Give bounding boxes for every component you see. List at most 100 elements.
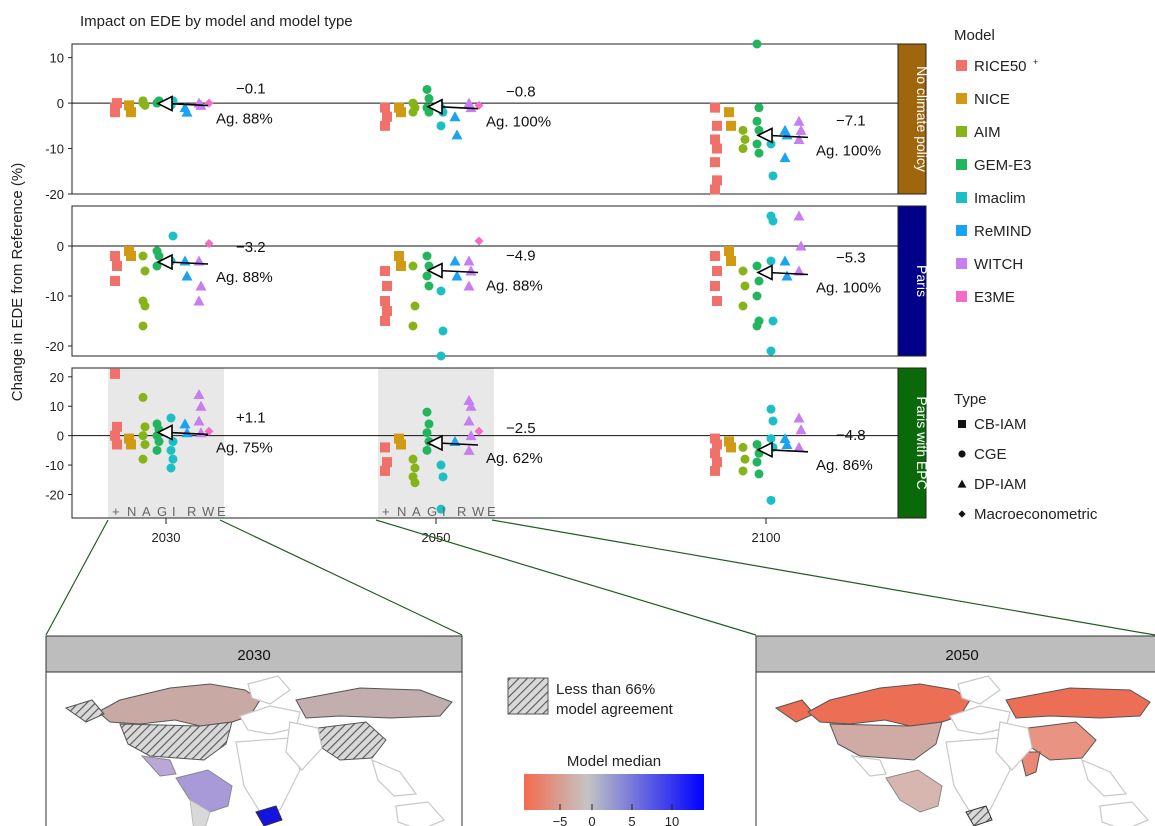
colorbar-tick-label: −5 bbox=[553, 814, 568, 826]
data-point-rice50 bbox=[380, 102, 390, 113]
model-letter: N bbox=[127, 504, 136, 519]
data-point-gem-e3 bbox=[752, 321, 762, 331]
agreement-label: Ag. 62% bbox=[486, 450, 543, 467]
data-point-imaclim bbox=[168, 454, 178, 464]
data-point-gem-e3 bbox=[754, 148, 764, 158]
data-point-imaclim bbox=[766, 256, 776, 266]
median-label: −0.8 bbox=[506, 84, 536, 101]
data-point-rice50 bbox=[380, 266, 390, 276]
data-point-witch bbox=[463, 255, 475, 266]
panel-strip bbox=[897, 367, 927, 519]
data-point-witch bbox=[465, 265, 477, 276]
colorbar-title: Model median bbox=[567, 753, 661, 770]
legend-swatch-remind bbox=[956, 225, 967, 236]
data-point-imaclim bbox=[166, 445, 176, 455]
data-point-imaclim bbox=[436, 351, 446, 361]
legend-swatch-e3me bbox=[956, 291, 967, 302]
data-point-nice bbox=[126, 107, 136, 118]
data-point-gem-e3 bbox=[422, 271, 432, 281]
data-point-remind bbox=[179, 418, 191, 429]
y-tick-label: 10 bbox=[50, 399, 64, 414]
lower-section: 2030 bbox=[45, 519, 1155, 826]
data-point-gem-e3 bbox=[422, 445, 432, 455]
data-point-nice bbox=[726, 120, 736, 131]
data-point-witch bbox=[793, 133, 805, 144]
hatch-legend-line1: Less than 66% bbox=[556, 681, 655, 698]
model-letter: W bbox=[472, 504, 485, 519]
legend-type-label: CB-IAM bbox=[974, 416, 1027, 433]
map-region-brazil bbox=[885, 769, 943, 813]
legend-model-label: RICE50 bbox=[974, 58, 1027, 75]
data-point-rice50 bbox=[380, 296, 390, 306]
colorbar-gradient bbox=[524, 774, 704, 810]
data-point-witch bbox=[195, 280, 207, 291]
world-map-2030 bbox=[64, 675, 453, 826]
legend-swatch-rice50 bbox=[956, 60, 967, 71]
median-arrow-head bbox=[156, 95, 173, 112]
data-point-e3me bbox=[474, 100, 484, 110]
x-tick-label: 2030 bbox=[152, 530, 181, 545]
legend-model-label: NICE bbox=[974, 91, 1010, 108]
y-tick-label: 20 bbox=[50, 370, 64, 385]
data-point-gem-e3 bbox=[154, 251, 164, 261]
data-point-aim bbox=[738, 466, 748, 476]
data-point-nice bbox=[394, 251, 404, 261]
data-point-witch bbox=[795, 424, 807, 435]
legend-model-sup: + bbox=[1033, 57, 1038, 67]
data-point-nice bbox=[726, 442, 736, 453]
data-point-gem-e3 bbox=[752, 261, 762, 271]
median-arrow-head bbox=[156, 424, 173, 441]
data-point-aim bbox=[138, 321, 148, 331]
data-point-aim bbox=[140, 439, 150, 449]
model-letter: N bbox=[397, 504, 406, 519]
legend-type-label: Macroeconometric bbox=[974, 506, 1098, 523]
figure-title: Impact on EDE by model and model type bbox=[80, 13, 353, 30]
model-letter: R bbox=[457, 504, 466, 519]
data-point-aim bbox=[408, 454, 418, 464]
legend-model-label: GEM-E3 bbox=[974, 157, 1032, 174]
median-arrow-line bbox=[767, 134, 809, 139]
data-point-aim bbox=[138, 392, 148, 402]
data-point-imaclim bbox=[438, 472, 448, 482]
map-region-usa bbox=[119, 721, 233, 761]
x-tick-label: 2050 bbox=[422, 530, 451, 545]
median-label: −4.8 bbox=[836, 427, 866, 444]
legend-type-marker bbox=[958, 510, 966, 518]
map-region-mexico bbox=[140, 755, 177, 777]
legend-swatch-witch bbox=[956, 258, 967, 269]
data-point-witch bbox=[195, 400, 207, 411]
data-point-rice50 bbox=[380, 120, 390, 131]
panel-frame bbox=[71, 205, 899, 357]
data-point-rice50 bbox=[710, 448, 720, 459]
map-region-russia bbox=[1005, 687, 1151, 719]
y-tick-label: -10 bbox=[45, 458, 64, 473]
data-point-e3me bbox=[474, 426, 484, 436]
data-point-nice bbox=[724, 246, 734, 256]
data-point-rice50 bbox=[710, 184, 720, 195]
map-region-se-asia bbox=[1081, 758, 1128, 797]
data-point-aim bbox=[738, 144, 748, 154]
panel-strip-label: Paris bbox=[914, 265, 930, 297]
data-point-rice50 bbox=[710, 157, 720, 168]
median-arrow-head bbox=[756, 264, 773, 281]
data-point-imaclim bbox=[436, 460, 446, 470]
data-point-aim bbox=[740, 134, 750, 144]
data-point-aim bbox=[138, 431, 148, 441]
x-tick-label: 2100 bbox=[752, 530, 781, 545]
data-point-rice50 bbox=[712, 175, 722, 186]
legend-type-label: DP-IAM bbox=[974, 476, 1027, 493]
data-point-gem-e3 bbox=[752, 291, 762, 301]
median-arrow-line bbox=[767, 271, 809, 276]
data-point-imaclim bbox=[766, 495, 776, 505]
data-point-imaclim bbox=[166, 413, 176, 423]
median-arrow-line bbox=[437, 269, 479, 274]
data-point-rice50 bbox=[382, 457, 392, 468]
data-point-aim bbox=[410, 478, 420, 488]
median-arrow-line bbox=[437, 442, 479, 446]
colorbar-tick-label: 5 bbox=[628, 814, 635, 826]
panel-strip bbox=[897, 205, 927, 357]
data-point-gem-e3 bbox=[424, 107, 434, 117]
data-point-witch bbox=[795, 124, 807, 135]
data-point-rice50 bbox=[710, 134, 720, 145]
